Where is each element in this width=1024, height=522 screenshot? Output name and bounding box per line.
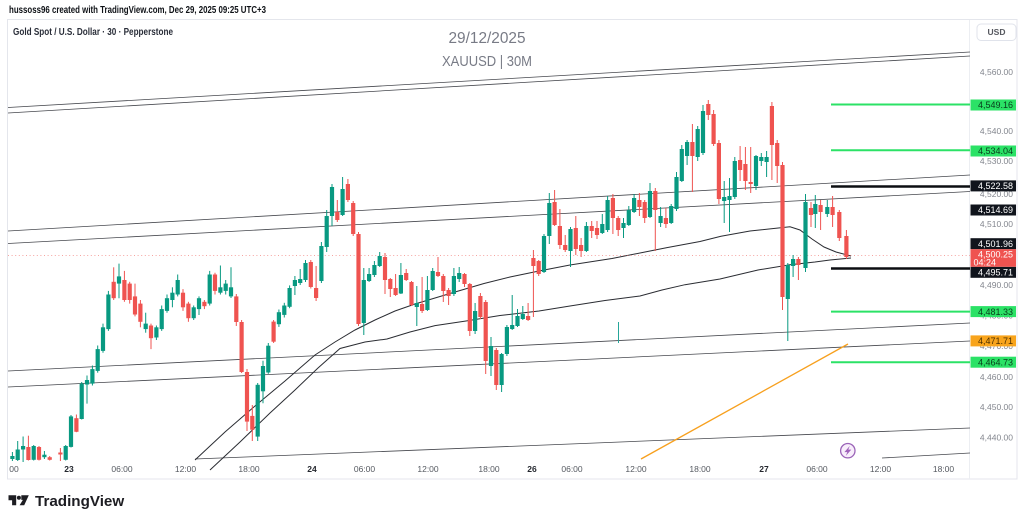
- svg-text:Gold Spot / U.S. Dollar · 30 ·: Gold Spot / U.S. Dollar · 30 · Peppersto…: [13, 27, 173, 38]
- svg-text:18:00: 18:00: [478, 464, 500, 474]
- svg-text:hussoss96 created with Trading: hussoss96 created with TradingView.com, …: [9, 4, 266, 16]
- svg-text:06:00: 06:00: [806, 464, 828, 474]
- svg-text:4,522.58: 4,522.58: [978, 181, 1013, 191]
- svg-text:18:00: 18:00: [933, 464, 955, 474]
- svg-text:27: 27: [759, 464, 769, 474]
- svg-text:18:00: 18:00: [238, 464, 260, 474]
- svg-text:04:24: 04:24: [974, 258, 997, 268]
- svg-text:24: 24: [307, 464, 317, 474]
- svg-text:4,464.73: 4,464.73: [978, 357, 1013, 367]
- svg-text:06:00: 06:00: [354, 464, 376, 474]
- svg-text:4,450.00: 4,450.00: [980, 402, 1013, 412]
- svg-text:4,534.04: 4,534.04: [978, 146, 1013, 156]
- svg-text:06:00: 06:00: [111, 464, 133, 474]
- svg-text:4,471.71: 4,471.71: [978, 336, 1013, 346]
- svg-text:USD: USD: [988, 27, 1006, 37]
- svg-text:29/12/2025: 29/12/2025: [449, 30, 526, 47]
- svg-text:4,540.00: 4,540.00: [980, 126, 1013, 136]
- svg-text:XAUUSD | 30M: XAUUSD | 30M: [442, 53, 532, 70]
- svg-text:18:00: 18:00: [689, 464, 711, 474]
- svg-text:4,481.33: 4,481.33: [978, 307, 1013, 317]
- svg-text:4,490.00: 4,490.00: [980, 280, 1013, 290]
- svg-text:23: 23: [64, 464, 74, 474]
- svg-text:4,501.96: 4,501.96: [978, 239, 1013, 249]
- svg-text:4,510.00: 4,510.00: [980, 219, 1013, 229]
- svg-text:00: 00: [9, 464, 19, 474]
- svg-text:12:00: 12:00: [870, 464, 892, 474]
- svg-text:4,440.00: 4,440.00: [980, 433, 1013, 443]
- svg-text:12:00: 12:00: [175, 464, 197, 474]
- svg-text:4,530.00: 4,530.00: [980, 156, 1013, 166]
- svg-text:4,560.00: 4,560.00: [980, 67, 1013, 77]
- svg-text:12:00: 12:00: [625, 464, 647, 474]
- svg-text:4,500.25: 4,500.25: [978, 249, 1013, 259]
- svg-text:06:00: 06:00: [561, 464, 583, 474]
- svg-text:TradingView: TradingView: [35, 493, 124, 510]
- svg-text:4,460.00: 4,460.00: [980, 372, 1013, 382]
- svg-text:4,495.71: 4,495.71: [978, 268, 1013, 278]
- svg-text:26: 26: [527, 464, 537, 474]
- svg-text:4,549.16: 4,549.16: [978, 100, 1013, 110]
- svg-text:12:00: 12:00: [417, 464, 439, 474]
- svg-text:4,514.69: 4,514.69: [978, 205, 1013, 215]
- svg-text:4,520.00: 4,520.00: [980, 189, 1013, 199]
